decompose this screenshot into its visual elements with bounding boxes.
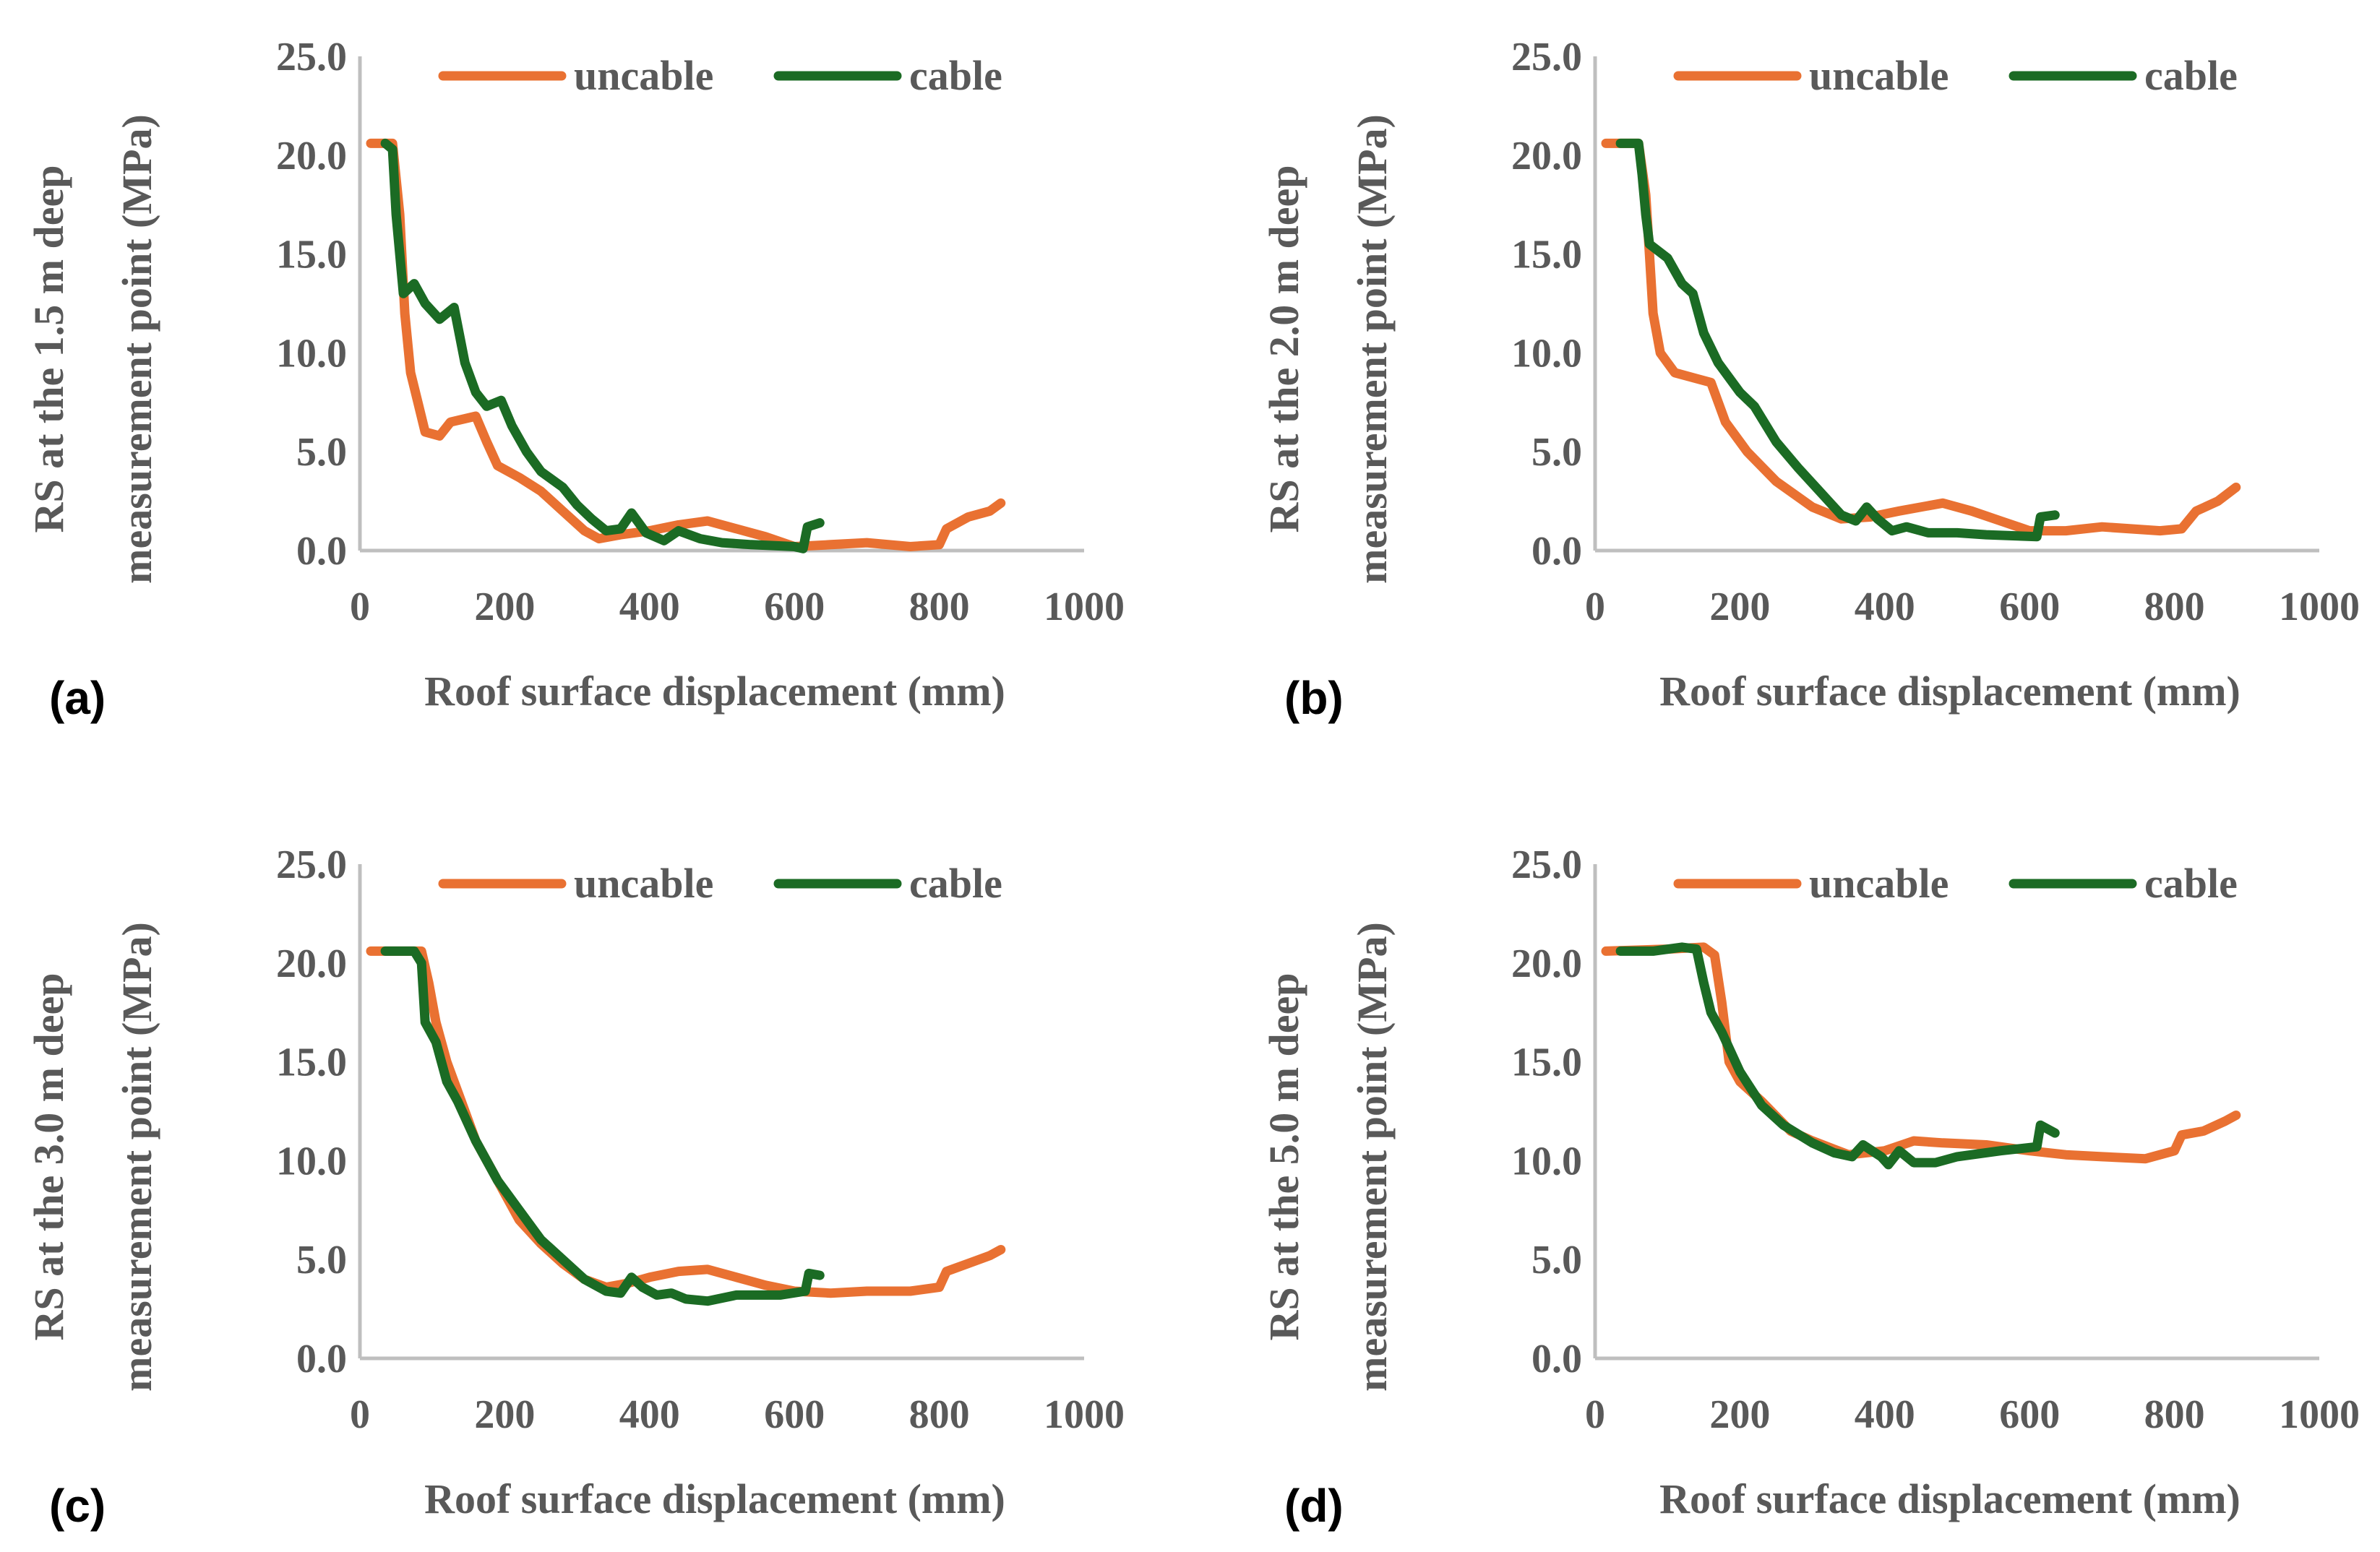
x-tick-label: 1000 (2279, 1392, 2360, 1437)
x-tick-label: 400 (619, 585, 680, 629)
x-tick-label: 600 (1999, 585, 2060, 629)
x-tick-label: 800 (909, 1392, 970, 1437)
x-axis-title: Roof surface displacement (mm) (1659, 1475, 2241, 1522)
y-axis-title-line-1: RS at the 5.0 m deep (1260, 973, 1307, 1340)
x-tick-label: 800 (2144, 1392, 2205, 1437)
panel-label: (b) (1284, 672, 1344, 724)
x-tick-label: 200 (1709, 585, 1770, 629)
series-line-cable (380, 946, 825, 1306)
x-tick-label: 200 (474, 1392, 535, 1437)
y-tick-label: 15.0 (1511, 1040, 1582, 1085)
x-axis-title: Roof surface displacement (mm) (424, 668, 1005, 715)
x-tick-label: 0 (350, 585, 370, 629)
chart-panel-c: 0.0 5.0 10.0 15.0 20.0 25.0 0 200 400 600 800 1000 R… (25, 842, 1125, 1532)
y-axis-title-line-2: measurement point (MPa) (1349, 114, 1396, 584)
legend-label-cable: cable (2144, 860, 2238, 907)
y-axis-title-line-2: measurement point (MPa) (1349, 922, 1396, 1392)
y-tick-label: 10.0 (276, 331, 347, 376)
y-tick-label: 0.0 (1531, 1337, 1582, 1381)
x-tick-label: 800 (909, 585, 970, 629)
chart-panel-a: 0.0 5.0 10.0 15.0 20.0 25.0 0 200 400 600 800 1000 R… (25, 35, 1125, 724)
x-tick-label: 600 (764, 1392, 825, 1437)
y-tick-label: 5.0 (1531, 1238, 1582, 1282)
legend-label-cable: cable (2144, 52, 2238, 99)
legend-label-uncable: uncable (574, 860, 713, 907)
y-tick-label: 10.0 (276, 1139, 347, 1184)
y-tick-label: 25.0 (276, 35, 347, 79)
y-axis-title-line-1: RS at the 3.0 m deep (25, 973, 72, 1340)
y-tick-label: 20.0 (276, 941, 347, 986)
chart-panel-b: 0.0 5.0 10.0 15.0 20.0 25.0 0 200 400 600 800 1000 R… (1260, 35, 2360, 724)
x-axis-title: Roof surface displacement (mm) (1659, 668, 2241, 715)
y-tick-label: 0.0 (296, 529, 347, 574)
x-tick-label: 400 (1855, 1392, 1915, 1437)
x-tick-label: 400 (619, 1392, 680, 1437)
x-tick-label: 200 (474, 585, 535, 629)
series-line-uncable (1601, 942, 2241, 1164)
x-tick-label: 200 (1709, 1392, 1770, 1437)
chart-panel-d: 0.0 5.0 10.0 15.0 20.0 25.0 0 200 400 600 800 1000 R… (1260, 842, 2360, 1532)
legend-label-cable: cable (909, 52, 1002, 99)
y-axis-title-line-2: measurement point (MPa) (113, 922, 160, 1392)
x-tick-label: 1000 (1044, 1392, 1125, 1437)
y-tick-label: 20.0 (1511, 941, 1582, 986)
y-tick-label: 0.0 (296, 1337, 347, 1381)
y-tick-label: 10.0 (1511, 1139, 1582, 1184)
x-tick-label: 0 (350, 1392, 370, 1437)
y-tick-label: 15.0 (276, 233, 347, 277)
x-tick-label: 800 (2144, 585, 2205, 629)
x-tick-label: 1000 (1044, 585, 1125, 629)
y-tick-label: 20.0 (276, 134, 347, 178)
legend-label-uncable: uncable (574, 52, 713, 99)
x-axis-title: Roof surface displacement (mm) (424, 1475, 1005, 1522)
series-line-cable (1615, 138, 2060, 542)
y-tick-label: 25.0 (1511, 842, 1582, 887)
y-tick-label: 15.0 (276, 1040, 347, 1085)
x-tick-label: 0 (1585, 585, 1605, 629)
legend-label-uncable: uncable (1809, 860, 1949, 907)
panel-label: (a) (49, 672, 106, 724)
y-axis-title-line-1: RS at the 2.0 m deep (1260, 165, 1307, 533)
y-tick-label: 5.0 (1531, 430, 1582, 475)
y-tick-label: 0.0 (1531, 529, 1582, 574)
x-tick-label: 1000 (2279, 585, 2360, 629)
panel-label: (d) (1284, 1480, 1344, 1532)
series-line-cable (380, 138, 825, 553)
legend-label-cable: cable (909, 860, 1002, 907)
y-tick-label: 20.0 (1511, 134, 1582, 178)
y-tick-label: 5.0 (296, 1238, 347, 1282)
y-tick-label: 5.0 (296, 430, 347, 475)
x-tick-label: 0 (1585, 1392, 1605, 1437)
x-tick-label: 600 (764, 585, 825, 629)
y-axis-title-line-2: measurement point (MPa) (113, 114, 160, 584)
y-tick-label: 15.0 (1511, 233, 1582, 277)
y-tick-label: 25.0 (276, 842, 347, 887)
series-line-uncable (366, 138, 1006, 551)
series-line-cable (1615, 942, 2060, 1170)
x-tick-label: 400 (1855, 585, 1915, 629)
panel-label: (c) (49, 1480, 106, 1532)
y-tick-label: 25.0 (1511, 35, 1582, 79)
y-tick-label: 10.0 (1511, 331, 1582, 376)
legend-label-uncable: uncable (1809, 52, 1949, 99)
x-tick-label: 600 (1999, 1392, 2060, 1437)
y-axis-title-line-1: RS at the 1.5 m deep (25, 165, 72, 533)
